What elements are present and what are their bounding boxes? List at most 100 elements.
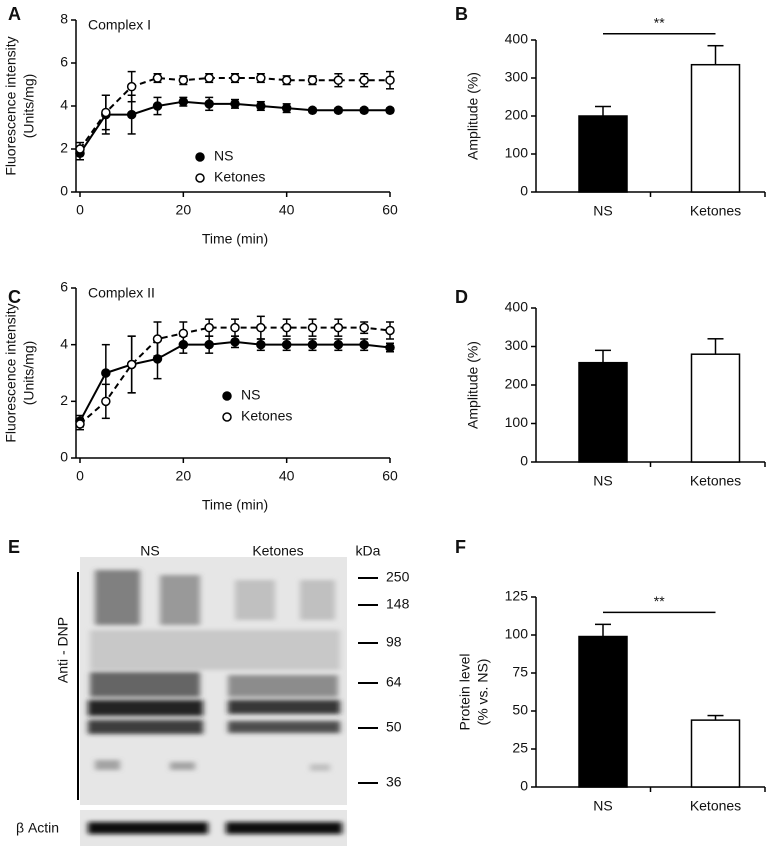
y-tick-label: 50	[512, 702, 528, 718]
legend-marker	[222, 412, 232, 422]
y-tick-label: 100	[505, 414, 529, 430]
legend-label: NS	[214, 148, 233, 164]
y-axis-label: Amplitude (%)	[465, 341, 481, 429]
y-tick-label: 75	[512, 664, 528, 680]
y-tick-label: 0	[520, 183, 528, 199]
point	[281, 322, 292, 333]
point	[204, 322, 214, 333]
point	[256, 73, 266, 83]
point	[333, 339, 344, 350]
bar	[578, 361, 628, 463]
point	[178, 328, 189, 339]
point	[126, 109, 137, 120]
bar	[578, 115, 628, 193]
y-axis-label: Amplitude (%)	[465, 72, 481, 160]
panel-label: F	[455, 537, 466, 557]
x-tick-label: 20	[176, 202, 192, 218]
legend-marker	[195, 152, 205, 162]
y-tick-label: 2	[60, 392, 68, 408]
marker-label: 148	[386, 596, 410, 612]
point	[230, 73, 240, 83]
x-tick-label: NS	[593, 203, 612, 219]
legend-marker	[222, 391, 232, 401]
panel-label: E	[8, 537, 20, 557]
point	[75, 144, 85, 154]
x-tick-label: 60	[382, 202, 398, 218]
y-axis-label: Fluorescence intensity	[3, 36, 19, 175]
blot-bands	[88, 570, 340, 771]
y-tick-label: 100	[505, 626, 529, 642]
unit-label: kDa	[356, 543, 381, 559]
point	[256, 339, 266, 350]
x-tick-label: Ketones	[690, 473, 741, 489]
point	[307, 322, 318, 333]
panel-label: A	[8, 4, 21, 24]
point	[333, 322, 344, 333]
y-tick-label: 4	[60, 97, 68, 113]
y-tick-label: 25	[512, 740, 528, 756]
y-tick-label: 125	[505, 588, 529, 604]
significance-label: **	[654, 14, 665, 30]
point	[178, 75, 189, 85]
y-tick-label: 200	[505, 107, 529, 123]
y-tick-label: 0	[60, 449, 68, 465]
marker-label: 98	[386, 634, 402, 650]
x-tick-label: Ketones	[690, 203, 741, 219]
point	[385, 105, 395, 116]
point	[281, 75, 292, 85]
point	[256, 322, 266, 333]
point	[230, 99, 240, 109]
lane-label: NS	[140, 543, 159, 559]
point	[204, 99, 214, 109]
y-tick-label: 400	[505, 31, 529, 47]
point	[126, 81, 137, 92]
point	[359, 105, 369, 116]
y-tick-label: 0	[60, 183, 68, 199]
x-axis-label: Time (min)	[202, 231, 268, 247]
x-tick-label: 40	[279, 202, 295, 218]
marker-label: 50	[386, 719, 402, 735]
y-tick-label: 8	[60, 11, 68, 27]
bar	[690, 353, 741, 463]
point	[281, 339, 292, 350]
point	[307, 105, 318, 116]
point	[204, 339, 214, 350]
y-tick-label: 4	[60, 335, 68, 351]
point	[204, 73, 214, 83]
y-tick-label: 300	[505, 337, 529, 353]
panel-label: D	[455, 287, 468, 307]
y-tick-label: 0	[520, 453, 528, 469]
marker-label: 250	[386, 569, 410, 585]
x-tick-label: NS	[593, 473, 612, 489]
y-axis-label: Fluorescence intensity	[3, 303, 19, 442]
x-tick-label: 20	[176, 468, 192, 484]
annotation: Complex I	[88, 17, 151, 33]
panel-label: B	[455, 4, 468, 24]
y-tick-label: 300	[505, 69, 529, 85]
point	[75, 419, 85, 429]
point	[281, 103, 292, 113]
point	[385, 325, 395, 336]
western-blot: E NS Ketones kDa Anti - DNP β Actin	[8, 537, 381, 846]
x-tick-label: NS	[593, 798, 612, 814]
y-tick-label: 6	[60, 54, 68, 70]
y-tick-label: 0	[520, 778, 528, 794]
panel-label: C	[8, 287, 21, 307]
point	[101, 107, 111, 118]
y-tick-label: 100	[505, 145, 529, 161]
legend-marker	[195, 173, 205, 183]
point	[333, 75, 344, 85]
y-axis-label: (Units/mg)	[21, 341, 37, 406]
point	[385, 342, 395, 353]
legend-label: Ketones	[241, 408, 292, 424]
legend-label: Ketones	[214, 169, 265, 185]
x-tick-label: Ketones	[690, 798, 741, 814]
point	[152, 101, 163, 111]
x-tick-label: 0	[76, 468, 84, 484]
point	[152, 334, 163, 344]
point	[307, 75, 318, 85]
legend-label: NS	[241, 387, 260, 403]
point	[359, 75, 369, 85]
bar	[690, 63, 741, 193]
point	[333, 105, 344, 116]
